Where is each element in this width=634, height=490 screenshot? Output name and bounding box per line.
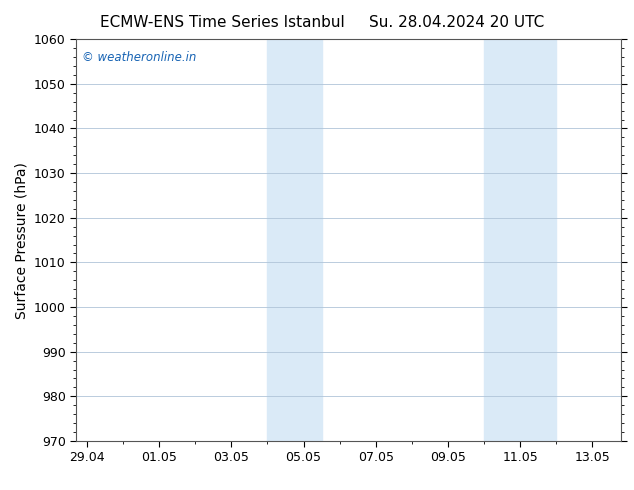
Bar [484, 39, 556, 441]
Text: © weatheronline.in: © weatheronline.in [82, 51, 196, 64]
Y-axis label: Surface Pressure (hPa): Surface Pressure (hPa) [14, 162, 29, 318]
Text: Su. 28.04.2024 20 UTC: Su. 28.04.2024 20 UTC [369, 15, 544, 30]
Text: ECMW-ENS Time Series Istanbul: ECMW-ENS Time Series Istanbul [100, 15, 344, 30]
Bar [268, 39, 321, 441]
